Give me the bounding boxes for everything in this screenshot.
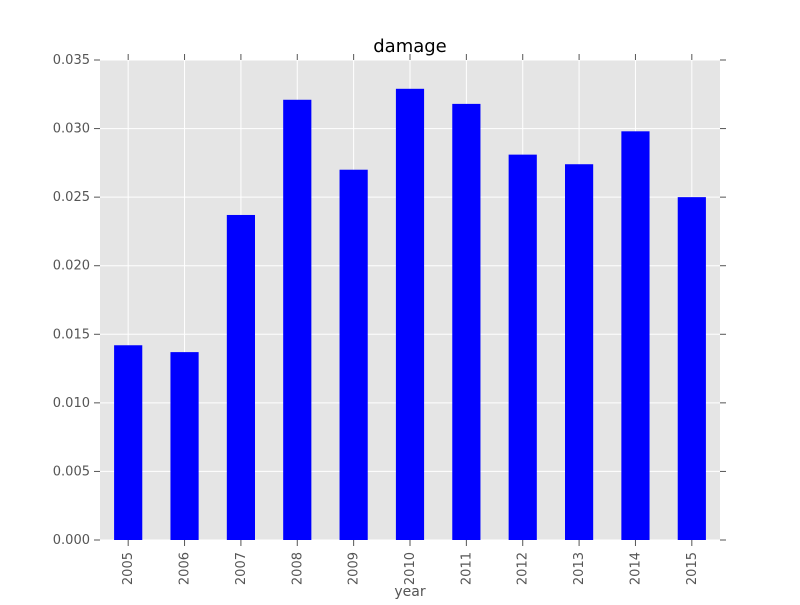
x-tick-label: 2014 xyxy=(628,552,643,585)
y-tick-label: 0.015 xyxy=(53,327,90,342)
x-tick-label: 2008 xyxy=(290,552,305,585)
bar xyxy=(452,103,481,540)
bar xyxy=(226,214,255,540)
ticks xyxy=(94,54,726,546)
bars xyxy=(114,88,706,541)
bar xyxy=(339,169,368,540)
x-tick-label: 2013 xyxy=(572,552,587,585)
y-tick-label: 0.005 xyxy=(53,464,90,479)
y-tick-label: 0.035 xyxy=(53,53,90,68)
y-tick-label: 0.010 xyxy=(53,396,90,411)
tick-labels: 0.000 0.005 0.010 0.015 0.020 0.025 0.030 0.035… xyxy=(53,53,700,585)
x-tick-label: 2006 xyxy=(178,552,193,585)
x-tick-label: 2007 xyxy=(234,552,249,585)
x-tick-label: 2011 xyxy=(459,552,474,585)
x-tick-label: 2009 xyxy=(347,552,362,585)
x-tick-label: 2005 xyxy=(121,552,136,585)
bar xyxy=(170,352,199,540)
x-tick-label: 2010 xyxy=(403,552,418,585)
bar xyxy=(114,345,143,540)
y-tick-label: 0.020 xyxy=(53,259,90,274)
y-tick-label: 0.025 xyxy=(53,190,90,205)
bar xyxy=(565,164,594,540)
bar xyxy=(508,154,537,540)
x-tick-label: 2015 xyxy=(685,552,700,585)
y-tick-label: 0.030 xyxy=(53,122,90,137)
bar xyxy=(677,197,706,540)
y-tick-label: 0.000 xyxy=(53,533,90,548)
chart-title: damage xyxy=(373,36,447,57)
x-tick-label: 2012 xyxy=(516,552,531,585)
x-axis-label: year xyxy=(394,584,425,600)
bar xyxy=(621,131,650,541)
bar xyxy=(395,88,425,541)
bar xyxy=(283,99,312,541)
